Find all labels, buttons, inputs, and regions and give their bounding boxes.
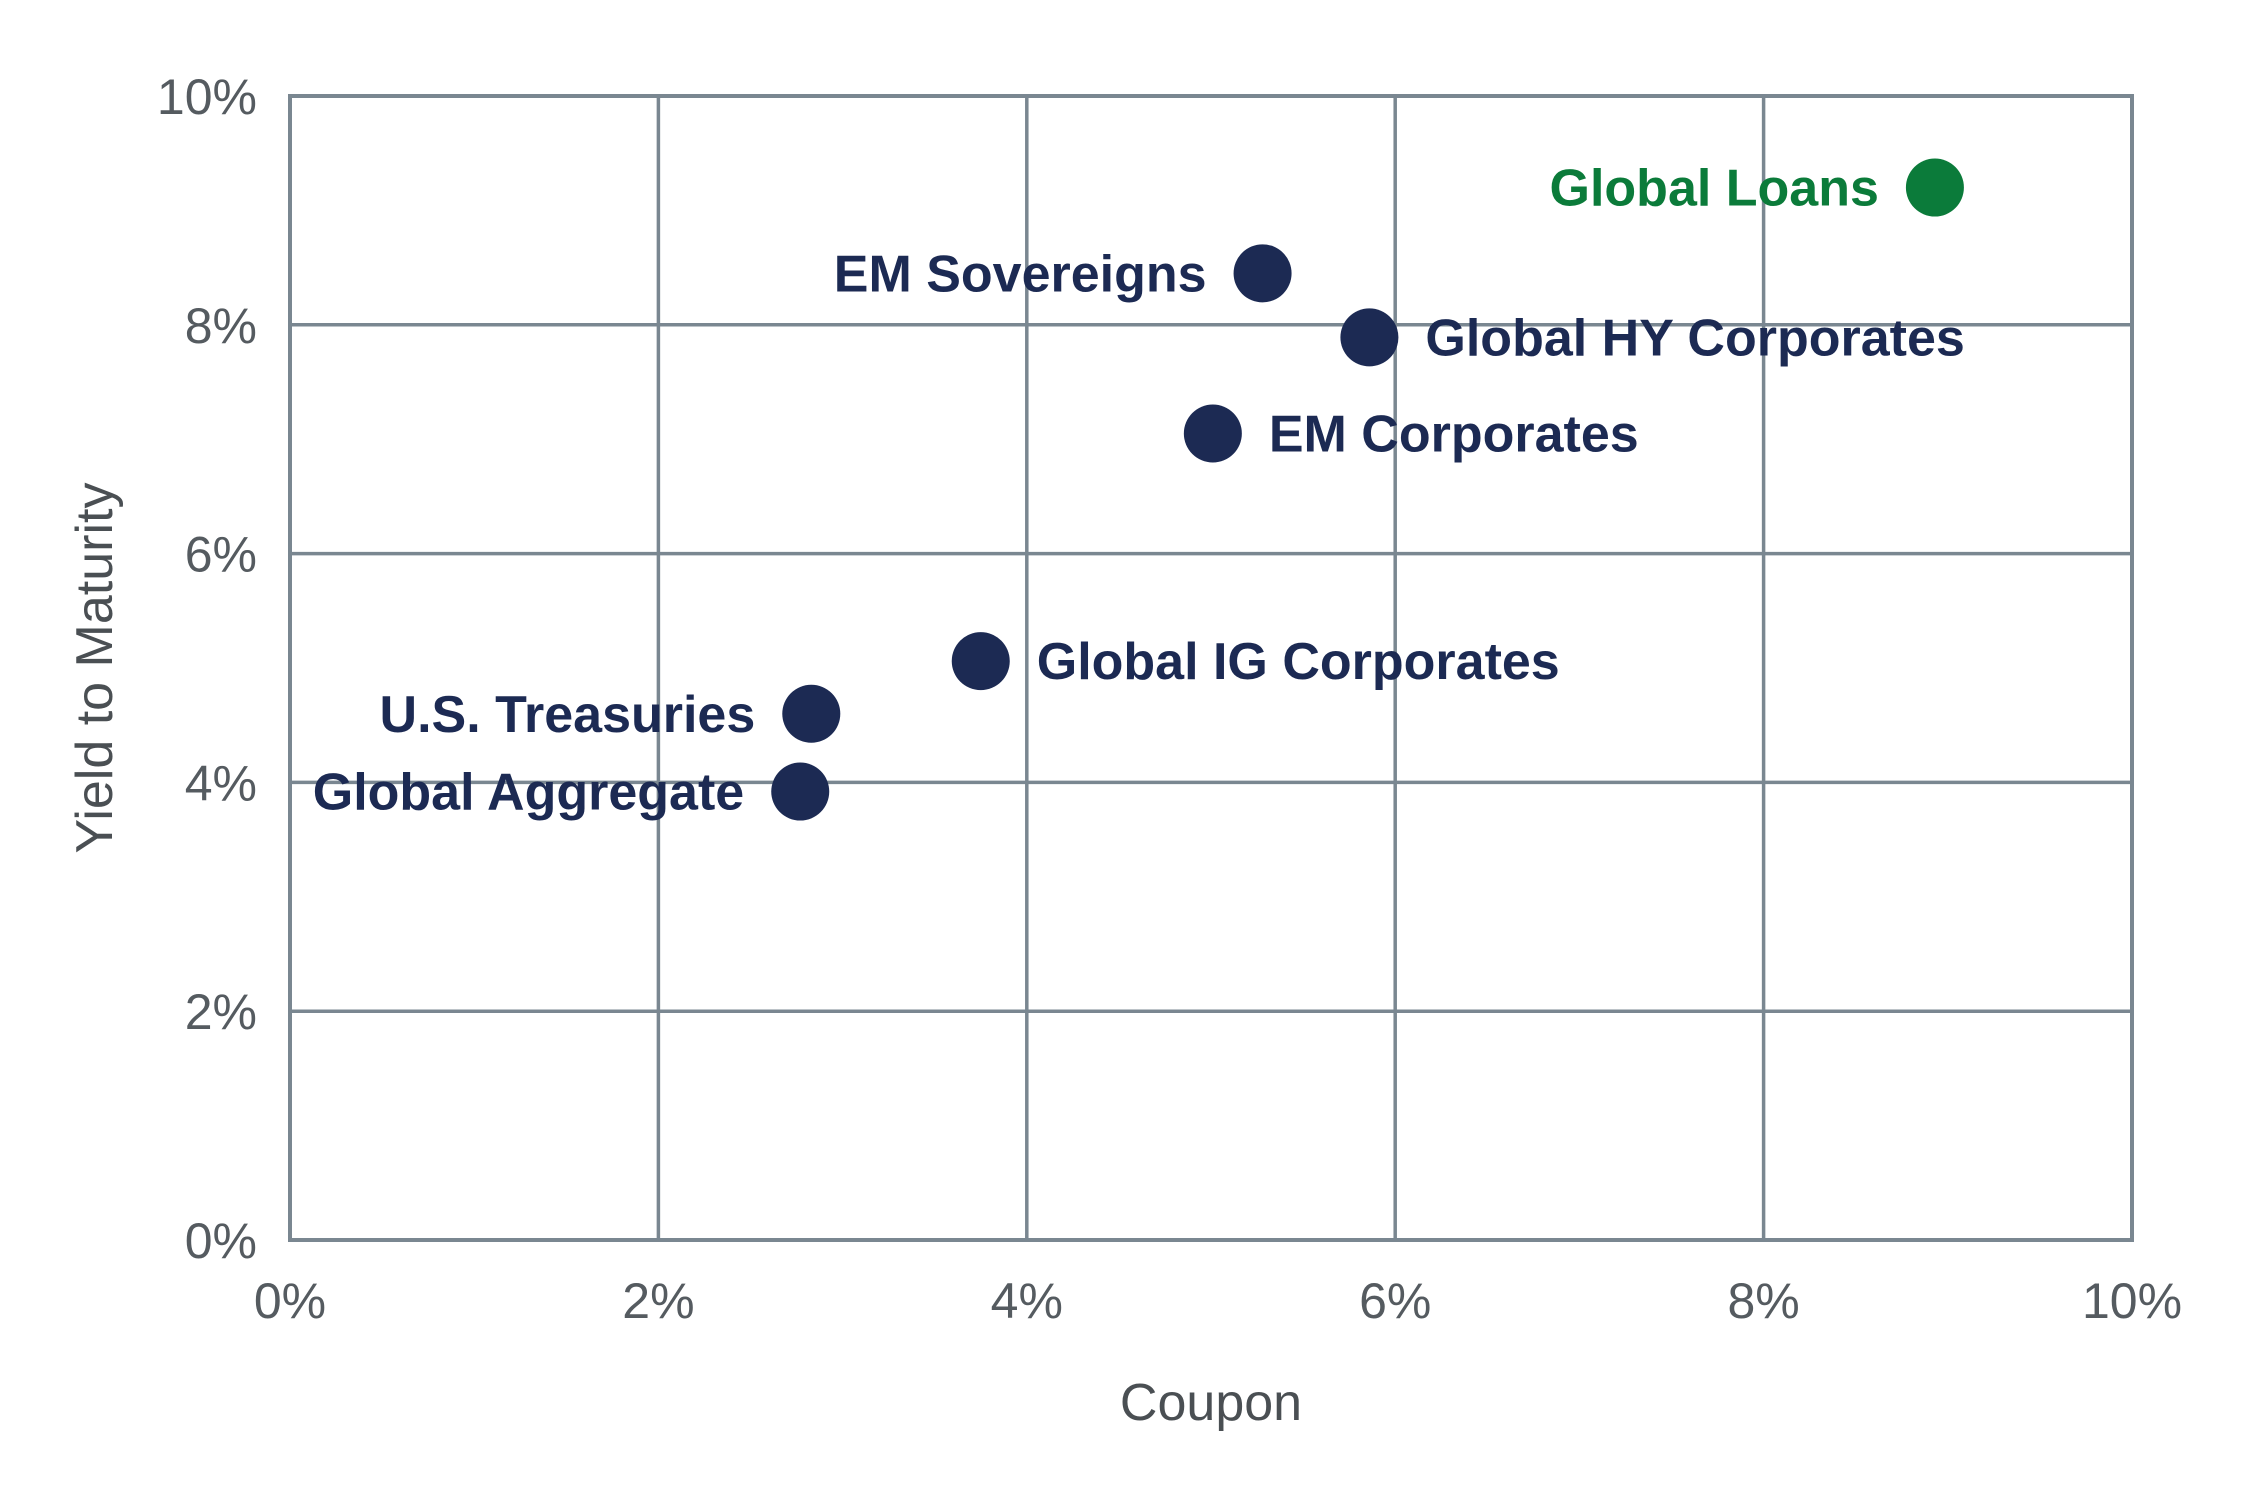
- data-point: [1340, 308, 1399, 367]
- data-point: [771, 762, 830, 821]
- data-point-label: Global Aggregate: [313, 764, 744, 822]
- y-tick-label: 0%: [185, 1213, 257, 1269]
- y-axis-ticks: 0% 2% 4% 6% 8% 10%: [157, 69, 257, 1269]
- data-point-label: EM Sovereigns: [834, 245, 1207, 303]
- x-tick-label: 2%: [622, 1273, 694, 1329]
- y-axis-title: Yield to Maturity: [66, 483, 124, 854]
- y-tick-label: 10%: [157, 69, 257, 125]
- x-tick-label: 10%: [2082, 1273, 2182, 1329]
- data-point: [951, 632, 1010, 691]
- data-point: [1905, 158, 1964, 217]
- y-tick-label: 8%: [185, 298, 257, 354]
- x-tick-label: 0%: [254, 1273, 326, 1329]
- data-point: [1183, 404, 1242, 463]
- data-point: [1233, 244, 1292, 303]
- x-tick-label: 4%: [991, 1273, 1063, 1329]
- x-axis-ticks: 0% 2% 4% 6% 8% 10%: [254, 1273, 2182, 1329]
- data-points: Global Loans EM Sovereigns Global HY Corpo…: [313, 158, 1965, 822]
- data-point-label: U.S. Treasuries: [380, 686, 756, 744]
- y-tick-label: 4%: [185, 755, 257, 811]
- y-tick-label: 2%: [185, 984, 257, 1040]
- grid-lines: [290, 96, 2132, 1240]
- x-tick-label: 6%: [1359, 1273, 1431, 1329]
- data-point: [782, 684, 841, 743]
- plot-area-border: [288, 94, 2134, 1242]
- x-axis-title: Coupon: [1120, 1374, 1302, 1432]
- data-point-label: Global IG Corporates: [1037, 633, 1560, 691]
- data-point-label: EM Corporates: [1269, 405, 1639, 463]
- data-point-label: Global HY Corporates: [1425, 309, 1964, 367]
- data-point-label: Global Loans: [1550, 160, 1879, 218]
- y-tick-label: 6%: [185, 527, 257, 583]
- x-tick-label: 8%: [1727, 1273, 1799, 1329]
